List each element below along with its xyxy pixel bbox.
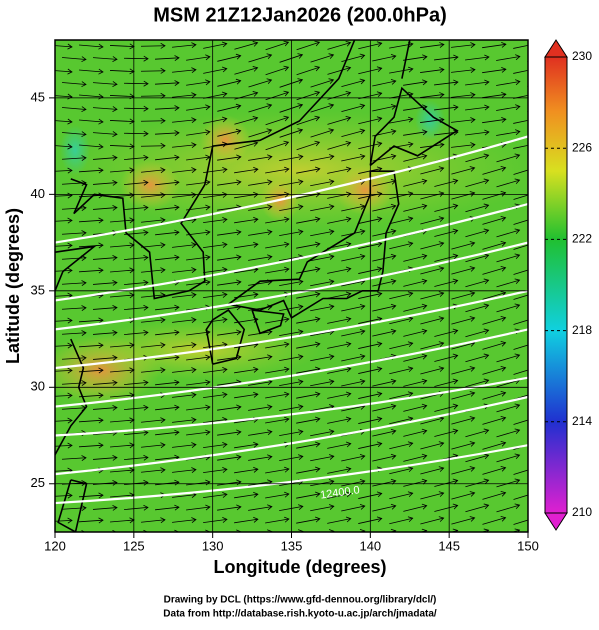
streamline-arrow	[532, 491, 537, 496]
colorbar-tick-label: 218	[572, 323, 592, 337]
y-tick-label: 45	[31, 89, 45, 104]
streamline-arrow	[532, 441, 537, 446]
y-tick-label: 35	[31, 282, 45, 297]
x-tick-label: 120	[44, 538, 66, 553]
x-axis-label: Longitude (degrees)	[213, 557, 386, 577]
y-tick-label: 30	[31, 379, 45, 394]
streamline-arrow	[532, 341, 537, 346]
x-tick-label: 130	[202, 538, 224, 553]
x-tick-label: 125	[123, 538, 145, 553]
streamline-arrow	[546, 529, 551, 534]
streamline-arrow	[532, 67, 537, 72]
streamline	[124, 58, 148, 59]
streamline-arrow	[532, 366, 537, 371]
streamline	[124, 83, 148, 84]
x-tick-label: 135	[281, 538, 303, 553]
streamline-arrow	[532, 316, 537, 321]
streamline	[124, 133, 148, 134]
y-tick-label: 40	[31, 186, 45, 201]
colorbar-cap	[545, 513, 567, 530]
title: MSM 21Z12Jan2026 (200.0hPa)	[153, 4, 447, 26]
streamline-arrow	[532, 142, 537, 147]
streamline	[62, 533, 86, 534]
streamline-arrow	[532, 166, 537, 171]
footer: Data from http://database.rish.kyoto-u.a…	[163, 609, 437, 620]
streamline-arrow	[532, 516, 537, 521]
streamline-arrow	[532, 466, 537, 471]
y-axis-label: Latitude (degrees)	[3, 208, 23, 364]
streamline-arrow	[532, 216, 537, 221]
colorbar-cap	[545, 40, 567, 57]
x-tick-label: 140	[359, 538, 381, 553]
colorbar-tick-label: 214	[572, 414, 592, 428]
streamline-arrow	[532, 391, 537, 396]
colorbar-tick-label: 230	[572, 49, 592, 63]
colorbar	[545, 57, 567, 513]
map-area: 12400.0	[40, 40, 551, 537]
colorbar-tick-label: 210	[572, 505, 592, 519]
streamline	[124, 108, 148, 109]
field-blob	[120, 160, 180, 210]
streamline	[93, 533, 117, 535]
streamline-arrow	[532, 416, 537, 421]
colorbar-tick-label: 222	[572, 232, 592, 246]
colorbar-tick-label: 226	[572, 140, 592, 154]
streamline-arrow	[532, 266, 537, 271]
y-tick-label: 25	[31, 475, 45, 490]
streamline	[528, 530, 551, 537]
streamline-arrow	[532, 191, 537, 196]
x-tick-label: 150	[517, 538, 539, 553]
streamline-arrow	[532, 291, 537, 296]
streamline-arrow	[532, 117, 537, 122]
footer: Drawing by DCL (https://www.gfd-dennou.o…	[164, 595, 437, 606]
streamline-arrow	[532, 241, 537, 246]
streamline-arrow	[532, 92, 537, 97]
x-tick-label: 145	[438, 538, 460, 553]
streamline-arrow	[532, 42, 537, 47]
